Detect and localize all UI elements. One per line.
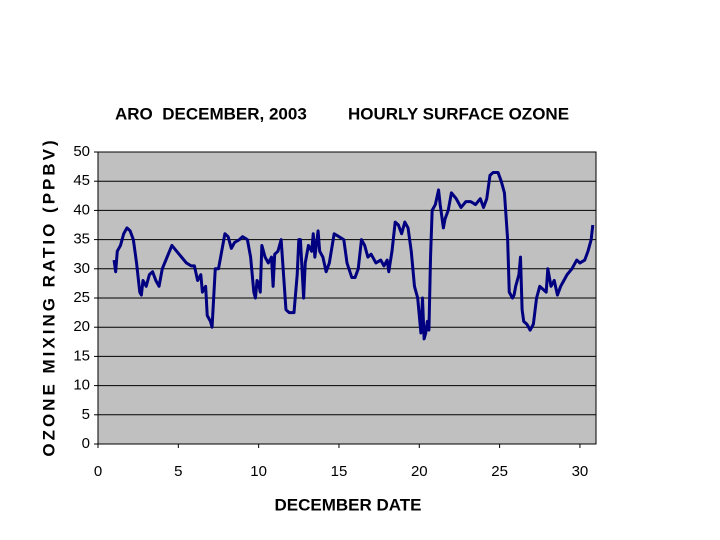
y-tick-label: 35 [73,231,90,248]
x-tick-label: 15 [331,463,348,480]
x-tick-label: 5 [174,463,182,480]
x-tick-label: 30 [572,463,589,480]
y-tick-label: 45 [73,172,90,189]
y-tick-label: 15 [73,347,90,364]
data-line [112,170,595,341]
x-tick-label: 25 [491,463,508,480]
chart-title: ARO DECEMBER, 2003 [115,104,307,123]
x-axis-label: DECEMBER DATE [274,495,421,514]
y-tick-label: 30 [73,260,90,277]
y-tick-label: 25 [73,289,90,306]
y-tick-label: 50 [73,143,90,160]
y-tick-label: 5 [82,406,90,423]
x-tick-label: 0 [94,463,102,480]
y-tick-label: 10 [73,377,90,394]
y-tick-label: 20 [73,318,90,335]
y-tick-label: 40 [73,201,90,218]
x-tick-label: 20 [411,463,428,480]
y-axis-label: OZONE MIXING RATIO (PPBV) [39,137,58,456]
y-tick-label: 0 [82,435,90,452]
x-tick-label: 10 [250,463,267,480]
chart-subtitle: HOURLY SURFACE OZONE [348,104,569,123]
